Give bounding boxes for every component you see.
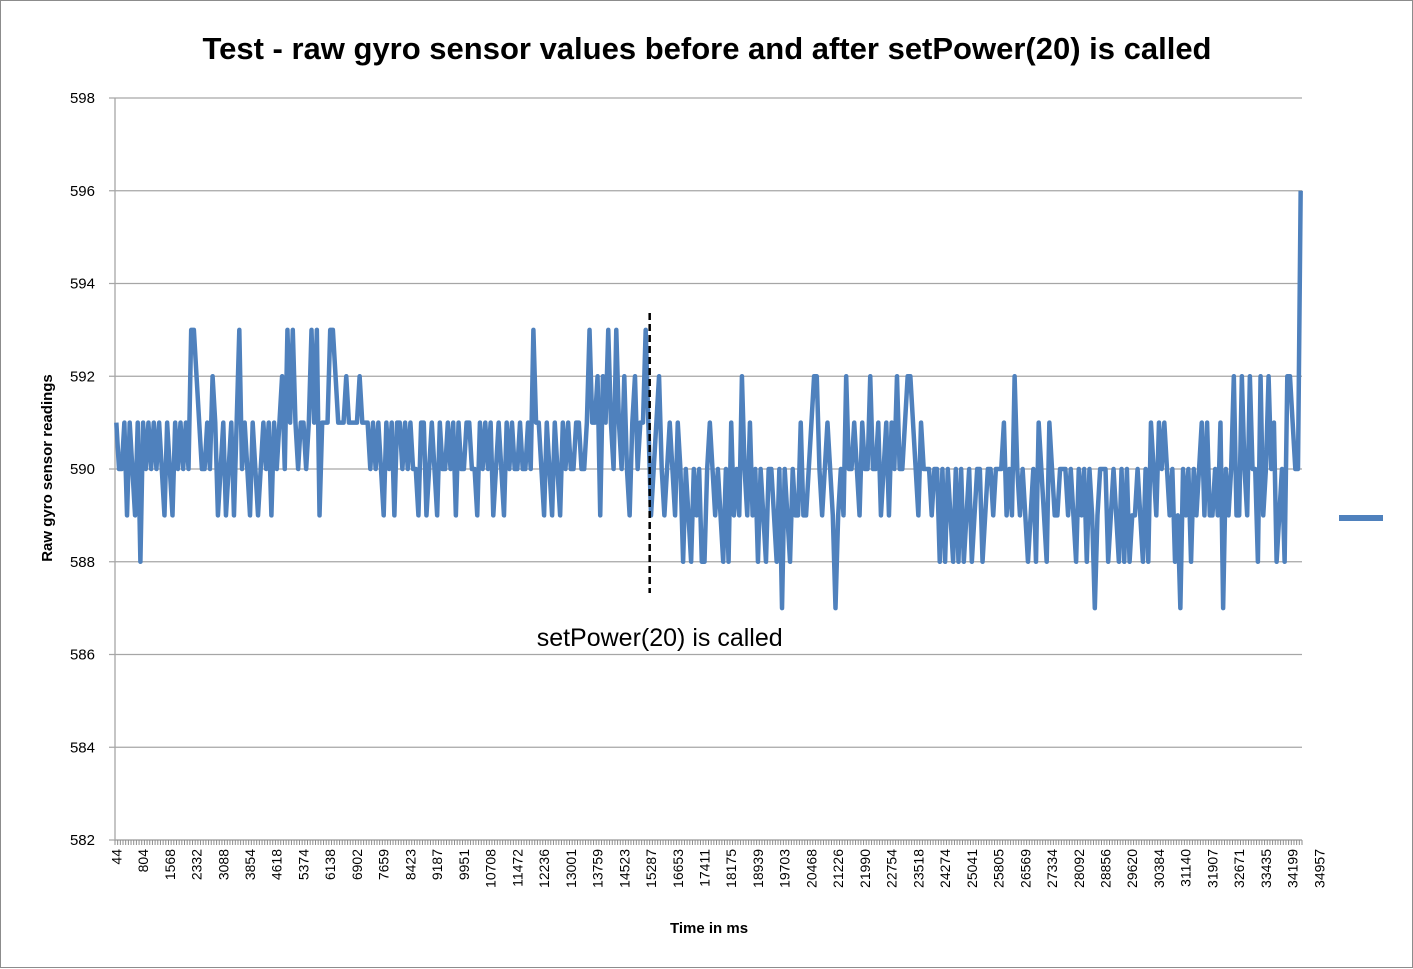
x-tick-label: 24274 bbox=[937, 849, 953, 888]
series-line bbox=[114, 190, 1303, 611]
x-tick-label: 28092 bbox=[1071, 849, 1087, 888]
x-tick-label: 6138 bbox=[322, 849, 338, 880]
x-tick-label: 14523 bbox=[616, 849, 632, 888]
annotation-label: setPower(20) is called bbox=[537, 624, 783, 652]
annotation-layer: setPower(20) is called bbox=[537, 313, 783, 652]
x-tick-label: 33435 bbox=[1258, 849, 1274, 888]
y-tick-label: 592 bbox=[70, 368, 95, 385]
x-tick-label: 13001 bbox=[563, 849, 579, 888]
x-tick-label: 3854 bbox=[242, 849, 258, 880]
x-tick-label: 31140 bbox=[1178, 849, 1194, 887]
x-axis-title: Time in ms bbox=[670, 920, 748, 937]
x-tick-label: 4618 bbox=[269, 849, 285, 880]
y-tick-label: 590 bbox=[70, 461, 95, 478]
x-tick-label: 25041 bbox=[964, 849, 980, 888]
x-tick-label: 6902 bbox=[349, 849, 365, 880]
x-tick-label: 32671 bbox=[1231, 849, 1247, 888]
x-tick-label: 27334 bbox=[1044, 849, 1060, 888]
y-tick-label: 598 bbox=[70, 90, 95, 107]
x-tick-label: 23518 bbox=[910, 849, 926, 888]
y-tick-labels: 582 584 586 588 590 592 594 596 598 bbox=[70, 90, 95, 849]
x-tick-label: 12236 bbox=[536, 849, 552, 888]
y-axis-title: Raw gyro sensor readings bbox=[39, 374, 56, 562]
x-tick-label: 19703 bbox=[777, 849, 793, 888]
x-tick-label: 9951 bbox=[456, 849, 472, 880]
x-tick-label: 21990 bbox=[857, 849, 873, 888]
x-tick-label: 18175 bbox=[723, 849, 739, 888]
x-tick-label: 13759 bbox=[590, 849, 606, 888]
x-tick-label: 31907 bbox=[1204, 849, 1220, 888]
y-tick-label: 596 bbox=[70, 183, 95, 200]
x-tick-label: 21226 bbox=[830, 849, 846, 888]
x-tick-label: 30384 bbox=[1151, 849, 1167, 888]
x-tick-label: 18939 bbox=[750, 849, 766, 888]
chart-title: Test - raw gyro sensor values before and… bbox=[202, 31, 1211, 66]
x-tick-label: 804 bbox=[135, 849, 151, 873]
y-tick-label: 588 bbox=[70, 554, 95, 571]
y-tick-label: 582 bbox=[70, 832, 95, 849]
x-tick-label: 3088 bbox=[215, 849, 231, 880]
x-tick-label: 34199 bbox=[1285, 849, 1301, 888]
x-tick-label: 29620 bbox=[1124, 849, 1140, 888]
x-tick-label: 15287 bbox=[643, 849, 659, 888]
x-minor-ticks bbox=[114, 840, 1303, 845]
x-tick-label: 16653 bbox=[670, 849, 686, 888]
x-tick-label: 34957 bbox=[1311, 849, 1327, 888]
x-tick-label: 26569 bbox=[1017, 849, 1033, 888]
x-tick-label: 2332 bbox=[189, 849, 205, 880]
x-tick-label: 44 bbox=[108, 849, 124, 865]
x-tick-label: 17411 bbox=[697, 849, 713, 887]
x-tick-label: 9187 bbox=[429, 849, 445, 880]
x-tick-label: 20468 bbox=[803, 849, 819, 888]
x-tick-label: 11472 bbox=[509, 849, 525, 887]
x-tick-label: 25805 bbox=[991, 849, 1007, 888]
x-tick-label: 28856 bbox=[1098, 849, 1114, 888]
series-layer bbox=[114, 190, 1303, 611]
x-tick-label: 8423 bbox=[402, 849, 418, 880]
y-tick-label: 584 bbox=[70, 739, 95, 756]
y-tick-label: 586 bbox=[70, 647, 95, 664]
x-tick-label: 1568 bbox=[162, 849, 178, 880]
x-tick-label: 5374 bbox=[296, 849, 312, 880]
y-tick-label: 594 bbox=[70, 276, 95, 293]
x-tick-label: 22754 bbox=[884, 849, 900, 888]
x-tick-label: 7659 bbox=[376, 849, 392, 880]
x-tick-label: 10708 bbox=[483, 849, 499, 888]
x-axis: 44 804 1568 2332 3088 3854 4618 5374 6138 6902 765… bbox=[108, 98, 1327, 888]
